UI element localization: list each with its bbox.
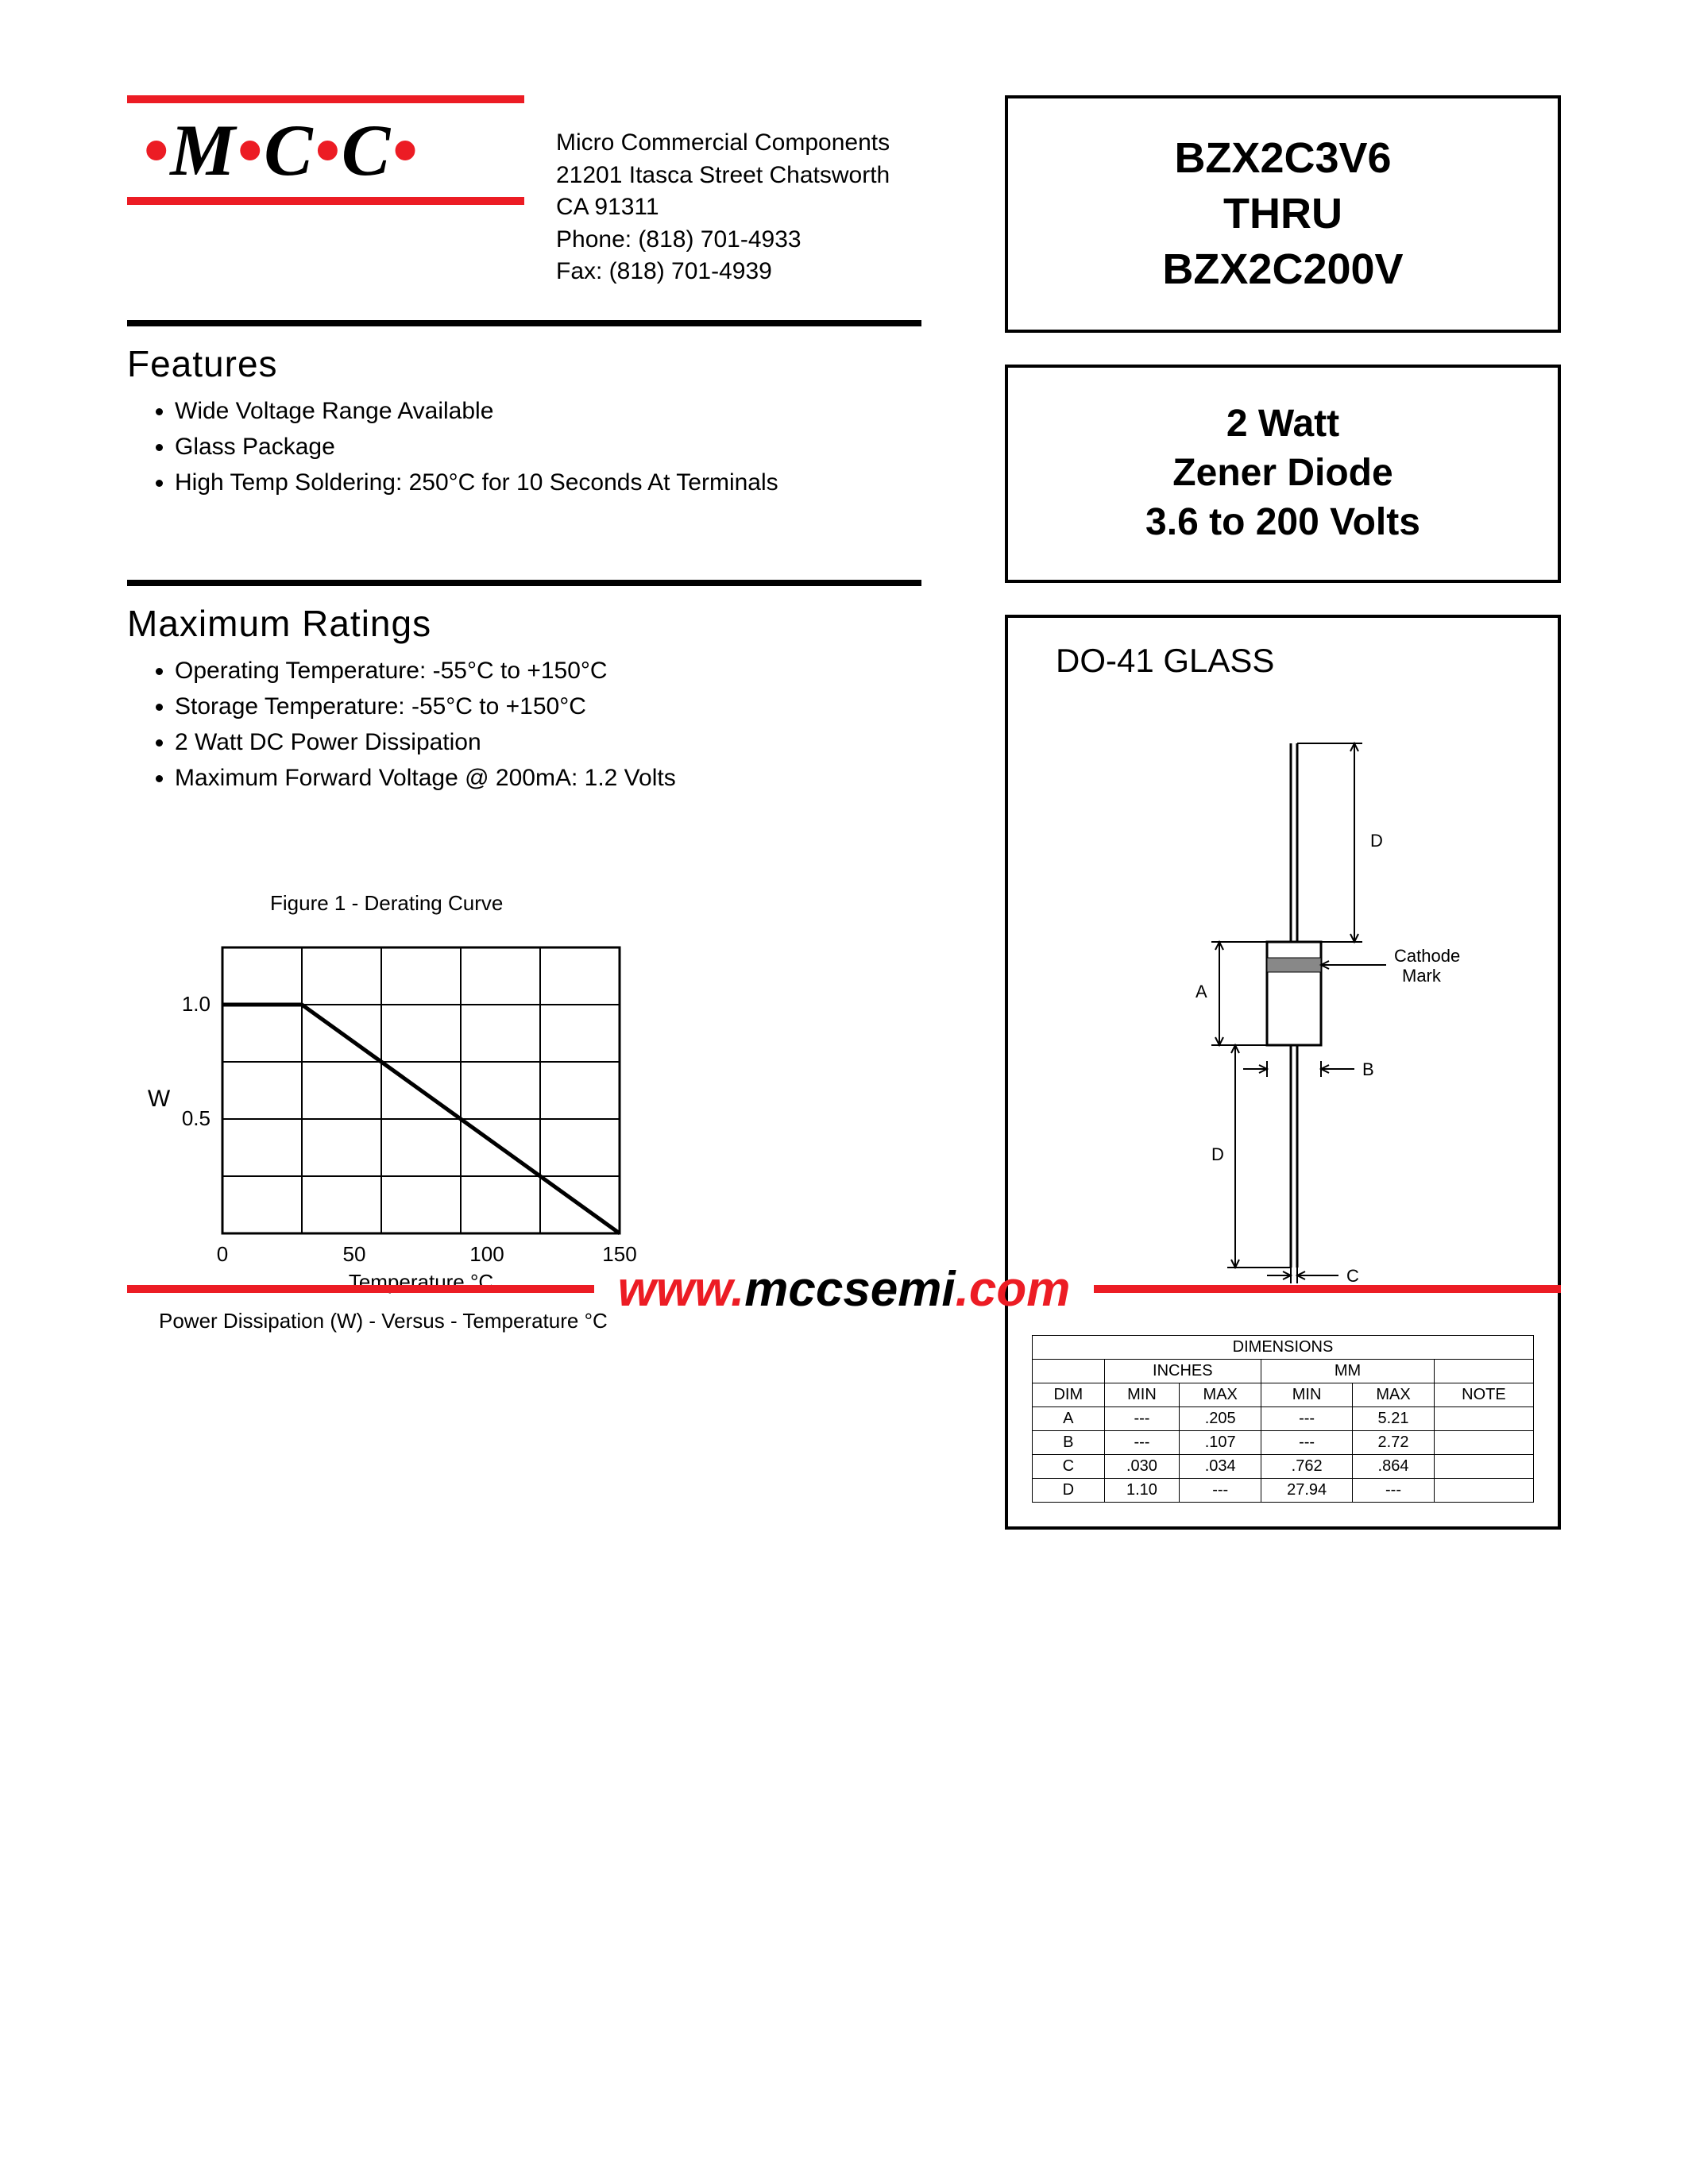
- divider: [127, 580, 921, 586]
- table-row: D 1.10 --- 27.94 ---: [1033, 1478, 1534, 1502]
- logo-bottom-bar: [127, 197, 524, 205]
- dim-label-a: A: [1196, 982, 1207, 1001]
- dim-col: MAX: [1180, 1383, 1261, 1406]
- ratings-list: Operating Temperature: -55°C to +150°C S…: [175, 653, 921, 796]
- dim-col: DIM: [1033, 1383, 1105, 1406]
- rating-item: Storage Temperature: -55°C to +150°C: [175, 689, 921, 724]
- dim-group-mm: MM: [1261, 1359, 1435, 1383]
- package-drawing: D A Cathode Mark: [1032, 712, 1534, 1303]
- feature-item: Glass Package: [175, 429, 921, 465]
- dim-col: NOTE: [1434, 1383, 1533, 1406]
- footer-bar-right: [1094, 1285, 1561, 1293]
- dim-group-inches: INCHES: [1104, 1359, 1261, 1383]
- cathode-label2: Mark: [1402, 966, 1442, 986]
- dim-label-d: D: [1370, 831, 1383, 851]
- footer-domain: mccsemi: [744, 1262, 955, 1317]
- part-title-box: BZX2C3V6 THRU BZX2C200V: [1005, 95, 1561, 333]
- logo-text: •M•C•C•: [127, 103, 524, 197]
- features-heading: Features: [127, 342, 921, 385]
- rating-item: Maximum Forward Voltage @ 200mA: 1.2 Vol…: [175, 760, 921, 796]
- chart-ylabel: W: [148, 1086, 171, 1112]
- rating-item: Operating Temperature: -55°C to +150°C: [175, 653, 921, 689]
- dim-table-title: DIMENSIONS: [1033, 1335, 1534, 1359]
- package-box: DO-41 GLASS: [1005, 615, 1561, 1530]
- table-row: B --- .107 --- 2.72: [1033, 1430, 1534, 1454]
- part-desc-line: 3.6 to 200 Volts: [1024, 498, 1542, 547]
- package-title: DO-41 GLASS: [1056, 642, 1534, 680]
- dim-col-blank: [1033, 1359, 1105, 1383]
- ratings-heading: Maximum Ratings: [127, 602, 921, 645]
- part-title-line: BZX2C200V: [1024, 241, 1542, 297]
- chart-ytick: 0.5: [182, 1106, 211, 1130]
- footer-bar-left: [127, 1285, 594, 1293]
- dimensions-table: DIMENSIONS INCHES MM DIM MIN MAX MIN MAX…: [1032, 1335, 1534, 1503]
- dim-label-b: B: [1362, 1059, 1374, 1079]
- part-desc-line: 2 Watt: [1024, 399, 1542, 449]
- part-title-line: BZX2C3V6: [1024, 130, 1542, 186]
- rating-item: 2 Watt DC Power Dissipation: [175, 724, 921, 760]
- chart-svg: 1.0 0.5 0 50 100 150 Temperature °C W: [127, 932, 699, 1297]
- dim-label-d2: D: [1211, 1144, 1224, 1164]
- divider: [127, 320, 921, 326]
- feature-item: Wide Voltage Range Available: [175, 393, 921, 429]
- dim-col: MIN: [1261, 1383, 1353, 1406]
- chart-figure-label: Figure 1 - Derating Curve: [270, 891, 921, 916]
- chart-ytick: 1.0: [182, 992, 211, 1016]
- cathode-label: Cathode: [1394, 946, 1460, 966]
- footer-www: www.: [618, 1262, 745, 1317]
- features-list: Wide Voltage Range Available Glass Packa…: [175, 393, 921, 500]
- footer: www.mccsemi.com: [127, 1261, 1561, 1318]
- part-desc-box: 2 Watt Zener Diode 3.6 to 200 Volts: [1005, 365, 1561, 583]
- part-title-line: THRU: [1024, 186, 1542, 241]
- table-row: A --- .205 --- 5.21: [1033, 1406, 1534, 1430]
- table-row: C .030 .034 .762 .864: [1033, 1454, 1534, 1478]
- part-desc-line: Zener Diode: [1024, 449, 1542, 498]
- footer-tld: .com: [956, 1262, 1071, 1317]
- dim-col: MIN: [1104, 1383, 1180, 1406]
- logo: •M•C•C•: [127, 95, 524, 205]
- feature-item: High Temp Soldering: 250°C for 10 Second…: [175, 465, 921, 500]
- logo-top-bar: [127, 95, 524, 103]
- dim-col-blank: [1434, 1359, 1533, 1383]
- footer-url: www.mccsemi.com: [594, 1261, 1095, 1318]
- dim-col: MAX: [1353, 1383, 1435, 1406]
